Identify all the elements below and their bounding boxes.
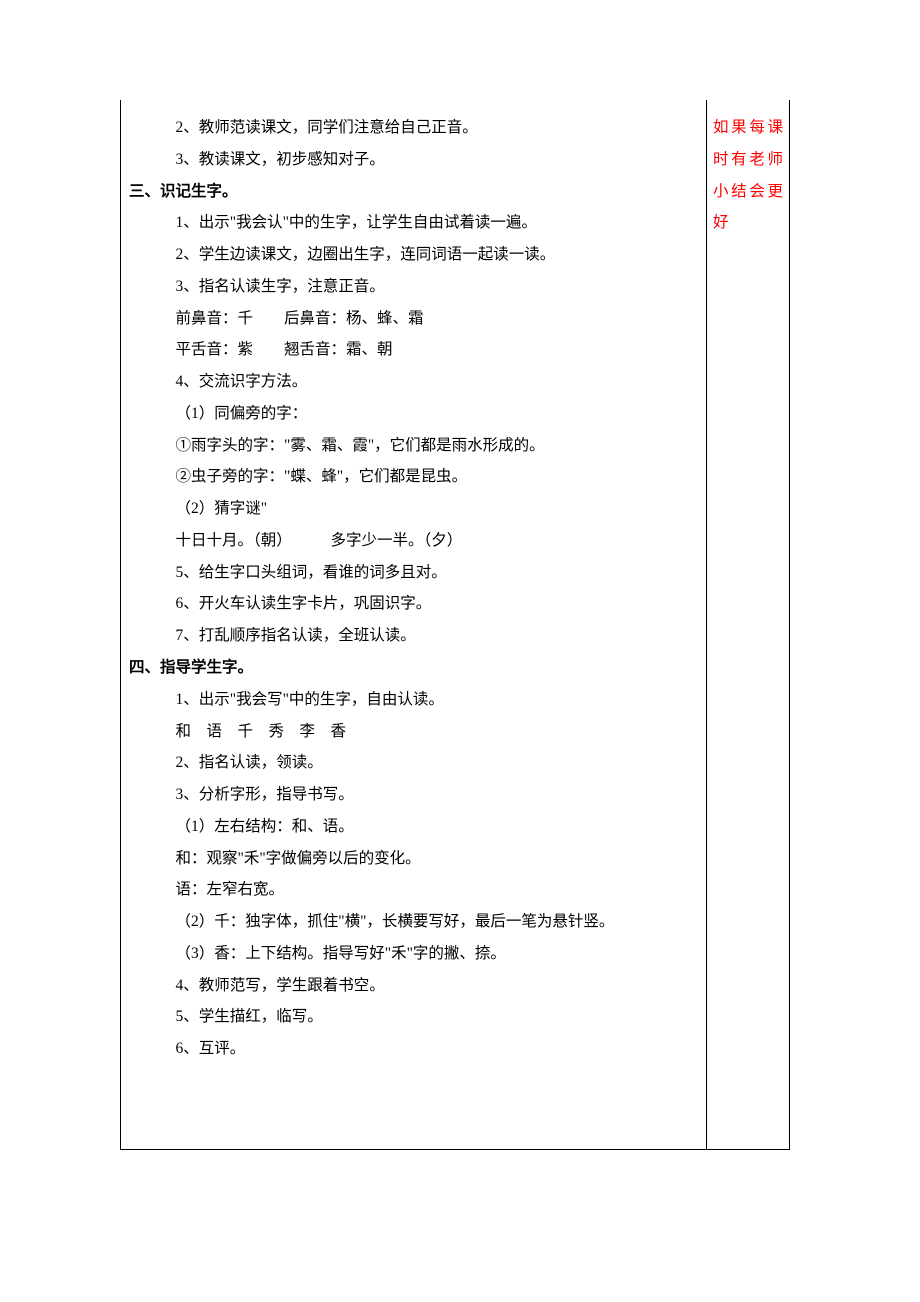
content-line: 四、指导学生字。 <box>129 652 688 684</box>
content-line: 2、学生边读课文，边圈出生字，连同词语一起读一读。 <box>129 239 688 271</box>
content-line: 4、教师范写，学生跟着书空。 <box>129 970 688 1002</box>
content-line: 7、打乱顺序指名认读，全班认读。 <box>129 620 688 652</box>
content-line: 3、分析字形，指导书写。 <box>129 779 688 811</box>
lesson-plan-table: 2、教师范读课文，同学们注意给自己正音。3、教读课文，初步感知对子。三、识记生字… <box>120 100 790 1150</box>
content-line: 6、互评。 <box>129 1033 688 1065</box>
content-line: 5、给生字口头组词，看谁的词多且对。 <box>129 557 688 589</box>
content-line: 2、教师范读课文，同学们注意给自己正音。 <box>129 112 688 144</box>
main-content-column: 2、教师范读课文，同学们注意给自己正音。3、教读课文，初步感知对子。三、识记生字… <box>121 100 707 1149</box>
content-line: 4、交流识字方法。 <box>129 366 688 398</box>
content-line: 语：左窄右宽。 <box>129 874 688 906</box>
content-line: 三、识记生字。 <box>129 176 688 208</box>
content-line: 和 语 千 秀 李 香 <box>129 716 688 748</box>
annotation-column: 如果每课时有老师小结会更好 <box>707 100 789 1149</box>
content-line: 前鼻音：千 后鼻音：杨、蜂、霜 <box>129 303 688 335</box>
content-line: 2、指名认读，领读。 <box>129 747 688 779</box>
content-line: 3、教读课文，初步感知对子。 <box>129 144 688 176</box>
content-line: 和：观察"禾"字做偏旁以后的变化。 <box>129 843 688 875</box>
content-line: （1）左右结构：和、语。 <box>129 811 688 843</box>
content-line: ①雨字头的字："雾、霜、霞"，它们都是雨水形成的。 <box>129 430 688 462</box>
content-line: （2）千：独字体，抓住"横"，长横要写好，最后一笔为悬针竖。 <box>129 906 688 938</box>
content-line: 6、开火车认读生字卡片，巩固识字。 <box>129 588 688 620</box>
content-line: 十日十月。（朝） 多字少一半。（夕） <box>129 525 688 557</box>
content-line: （3）香：上下结构。指导写好"禾"字的撇、捺。 <box>129 938 688 970</box>
content-line: 5、学生描红，临写。 <box>129 1001 688 1033</box>
content-line: 平舌音：紫 翘舌音：霜、朝 <box>129 334 688 366</box>
content-line: （2）猜字谜" <box>129 493 688 525</box>
content-line: 1、出示"我会认"中的生字，让学生自由试着读一遍。 <box>129 207 688 239</box>
content-line: ②虫子旁的字："蝶、蜂"，它们都是昆虫。 <box>129 461 688 493</box>
content-line: 1、出示"我会写"中的生字，自由认读。 <box>129 684 688 716</box>
annotation-text: 如果每课时有老师小结会更好 <box>713 119 783 231</box>
content-line: （1）同偏旁的字： <box>129 398 688 430</box>
content-line: 3、指名认读生字，注意正音。 <box>129 271 688 303</box>
